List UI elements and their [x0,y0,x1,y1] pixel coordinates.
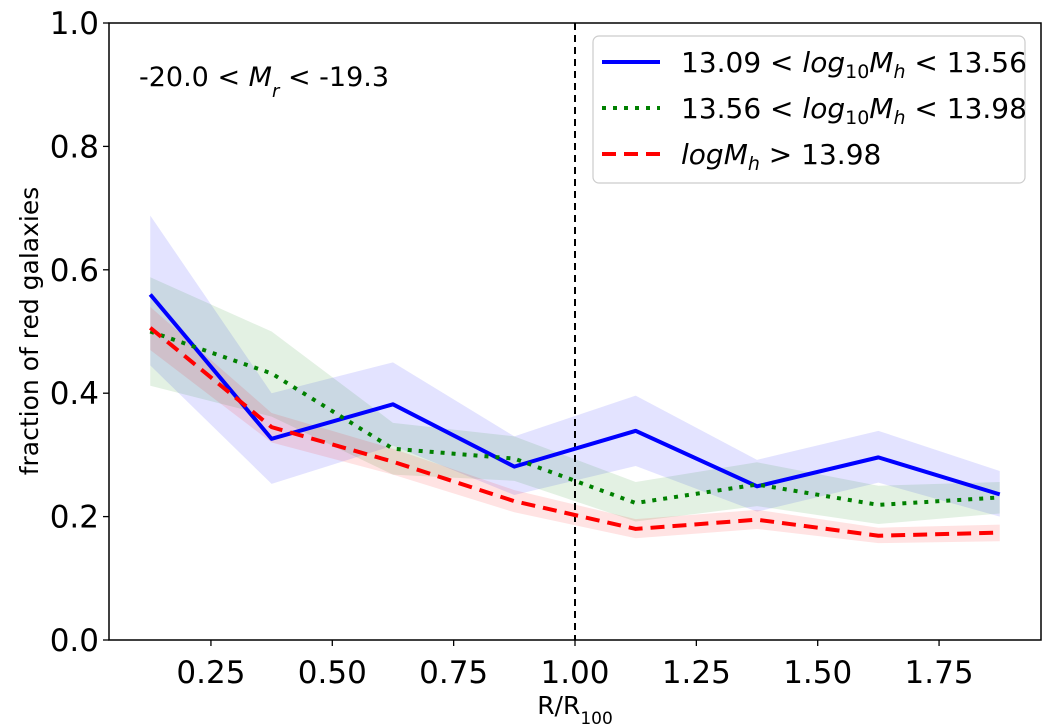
y-tick-label: 0.4 [50,376,99,412]
y-axis-label: fraction of red galaxies [15,187,44,476]
y-tick-label: 0.6 [50,253,99,289]
band-series-1 [150,215,1000,517]
y-tick-label: 0.0 [50,623,99,659]
x-tick-label: 0.25 [176,655,245,691]
x-tick-label: 0.50 [298,655,367,691]
x-axis-ticks: 0.25 0.50 0.75 1.00 1.25 1.50 1.75 [176,640,974,691]
x-tick-label: 1.00 [540,655,609,691]
y-tick-label: 1.0 [50,6,99,42]
x-axis-label: R/R100 [537,691,613,728]
legend: 13.09 < log10Mh < 13.56 13.56 < log10Mh <… [592,35,1027,184]
confidence-bands [150,215,1000,544]
x-tick-label: 1.75 [905,655,974,691]
legend-box [592,35,1026,184]
legend-label-3: logMh > 13.98 [681,138,881,175]
y-axis-ticks: 0.0 0.2 0.4 0.6 0.8 1.0 [50,6,109,659]
legend-label-1: 13.09 < log10Mh < 13.56 [681,46,1027,83]
x-tick-label: 1.25 [662,655,731,691]
x-tick-label: 0.75 [419,655,488,691]
y-tick-label: 0.2 [50,500,99,536]
x-tick-label: 1.50 [783,655,852,691]
series-lines [148,293,1001,538]
line-series-3 [148,326,1000,538]
band-series-2 [150,277,1000,525]
y-tick-label: 0.8 [50,129,99,165]
magnitude-range-annotation: -20.0 < Mr < -19.3 [139,62,389,102]
legend-label-2: 13.56 < log10Mh < 13.98 [681,92,1027,129]
